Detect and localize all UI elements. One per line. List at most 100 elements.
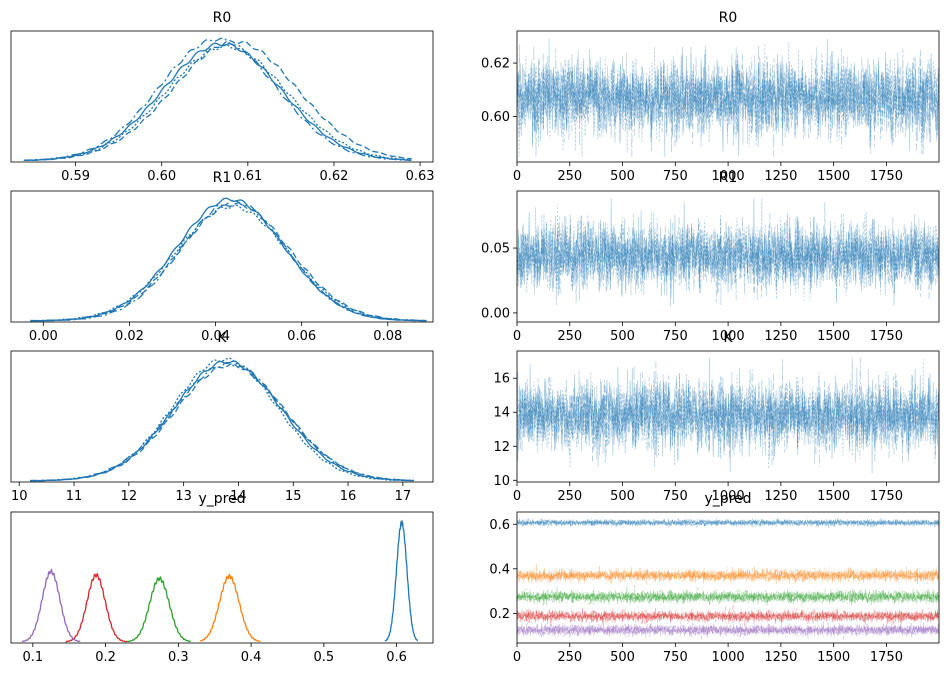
ypred-trace-series-1-chain-0 xyxy=(517,517,939,528)
ypred-trace-series-5-chain-0 xyxy=(517,621,939,638)
r1-density-xtick-label-2: 0.04 xyxy=(201,329,230,344)
r1-density-panel: 0.00 0.02 0.04 0.06 0.08 R1 xyxy=(10,170,434,344)
k-trace-xtick-label-5: 1250 xyxy=(764,489,797,504)
ypred-trace-series-3-chain-1 xyxy=(517,587,939,606)
k-density-xtick-label-5: 15 xyxy=(285,489,302,504)
r0-trace-series-1-chain-0 xyxy=(517,38,939,157)
k-trace-xtick-label-4: 1000 xyxy=(712,489,745,504)
r1-trace-xtick-label-1: 250 xyxy=(557,329,582,344)
ypred-trace-xtick-label-3: 750 xyxy=(663,650,688,665)
r1-density-xtick-label-0: 0.00 xyxy=(29,329,58,344)
ypred-trace-series-2-chain-3 xyxy=(517,565,939,586)
r1-trace-xtick-label-5: 1250 xyxy=(764,329,797,344)
ypred-trace-series-2-chain-1 xyxy=(517,563,939,584)
k-trace-ytick-label-3: 16 xyxy=(493,372,510,387)
ypred-trace-series-4-chain-0 xyxy=(517,608,939,626)
ypred-trace-xtick-label-5: 1250 xyxy=(764,650,797,665)
r0-trace-xtick-label-2: 500 xyxy=(610,169,635,184)
r0-density-xtick-label-2: 0.61 xyxy=(233,169,262,184)
r0-trace-plot-area xyxy=(517,38,939,157)
ypred-density-frame xyxy=(10,511,434,644)
r0-trace-series-1-chain-1 xyxy=(517,38,939,157)
ypred-trace-ytick-label-0: 0.2 xyxy=(489,607,510,622)
r1-density-plot-area xyxy=(30,197,427,322)
k-trace-series-1-chain-3 xyxy=(517,357,939,468)
r1-trace-xtick-label-6: 1500 xyxy=(817,329,850,344)
k-density-xtick-label-4: 14 xyxy=(230,489,247,504)
r0-trace-series-1-chain-3 xyxy=(517,44,939,157)
k-trace-title: K xyxy=(723,330,733,346)
ypred-trace-xtick-label-7: 1750 xyxy=(870,650,903,665)
r0-trace-title: R0 xyxy=(719,10,738,26)
r1-density-line-2 xyxy=(30,201,427,322)
r0-trace-ytick-label-1: 0.62 xyxy=(481,57,510,72)
k-trace-series-1-chain-2 xyxy=(517,359,939,469)
r1-trace-title: R1 xyxy=(719,170,738,186)
k-trace-xtick-label-1: 250 xyxy=(557,489,582,504)
r0-trace-panel: 0 250 500 750 1000 1250 1500 1750 0.60 0.62 R0 xyxy=(481,10,940,184)
r1-density-xtick-label-4: 0.08 xyxy=(373,329,402,344)
r1-density-frame xyxy=(10,190,434,323)
ypred-trace-series-1-chain-2 xyxy=(517,517,939,529)
ypred-density-line-3 xyxy=(127,575,191,643)
ypred-trace-series-4-chain-2 xyxy=(517,607,939,625)
r1-trace-series-1-chain-2 xyxy=(517,197,939,305)
ypred-density-xtick-label-1: 0.2 xyxy=(95,650,116,665)
k-density-plot-area xyxy=(30,357,414,482)
r1-density-line-3 xyxy=(30,204,427,322)
k-trace-series-1-chain-1 xyxy=(517,357,939,467)
ypred-trace-xtick-label-0: 0 xyxy=(513,650,521,665)
k-trace-series-1-chain-0 xyxy=(517,363,939,474)
ypred-trace-panel: 0 250 500 750 1000 1250 1500 1750 0.2 0.4 0.6 y_pre… xyxy=(489,491,940,665)
r1-trace-series-1-chain-0 xyxy=(517,197,939,306)
k-density-xtick-label-7: 17 xyxy=(395,489,412,504)
k-density-xtick-label-6: 16 xyxy=(340,489,357,504)
k-trace-ytick-label-2: 14 xyxy=(493,406,510,421)
r0-trace-series-1-chain-2 xyxy=(517,42,939,157)
r1-density-line-1 xyxy=(30,197,427,322)
r1-density-line-4 xyxy=(30,199,427,322)
k-density-xtick-label-1: 11 xyxy=(66,489,83,504)
r0-density-line-2 xyxy=(23,39,412,162)
r1-trace-series-1-chain-1 xyxy=(517,202,939,307)
r0-trace-xtick-label-7: 1750 xyxy=(870,169,903,184)
k-trace-xtick-label-2: 500 xyxy=(610,489,635,504)
r1-trace-panel: 0 250 500 750 1000 1250 1500 1750 0.00 0.05 R1 xyxy=(481,170,940,344)
r1-density-xtick-label-3: 0.06 xyxy=(287,329,316,344)
r0-density-plot-area xyxy=(23,37,412,162)
ypred-trace-series-2-chain-0 xyxy=(517,565,939,585)
r0-trace-xtick-label-3: 750 xyxy=(663,169,688,184)
ypred-trace-title: y_pred xyxy=(704,491,751,507)
r0-trace-xtick-label-5: 1250 xyxy=(764,169,797,184)
r0-density-xtick-label-1: 0.60 xyxy=(147,169,176,184)
r0-trace-xtick-label-6: 1500 xyxy=(817,169,850,184)
k-trace-xtick-label-6: 1500 xyxy=(817,489,850,504)
ypred-density-xtick-label-2: 0.3 xyxy=(168,650,189,665)
k-density-title: K xyxy=(217,330,227,346)
r1-density-title: R1 xyxy=(213,170,232,186)
r1-trace-xtick-label-3: 750 xyxy=(663,329,688,344)
ypred-trace-series-1-chain-1 xyxy=(517,517,939,528)
ypred-trace-xtick-label-6: 1500 xyxy=(817,650,850,665)
r0-density-line-1 xyxy=(23,42,412,162)
r1-trace-plot-area xyxy=(517,197,939,307)
r0-trace-xtick-label-0: 0 xyxy=(513,169,521,184)
r1-trace-xtick-label-2: 500 xyxy=(610,329,635,344)
k-trace-xtick-label-3: 750 xyxy=(663,489,688,504)
k-density-line-1 xyxy=(30,360,414,482)
ypred-density-xtick-label-3: 0.4 xyxy=(241,650,262,665)
ypred-trace-series-5-chain-3 xyxy=(517,621,939,639)
ypred-density-xtick-label-5: 0.6 xyxy=(386,650,407,665)
ypred-density-panel: 0.1 0.2 0.3 0.4 0.5 0.6 y_pred xyxy=(10,491,434,665)
ypred-trace-series-3-chain-0 xyxy=(517,586,939,606)
k-trace-ytick-label-1: 12 xyxy=(493,440,510,455)
r0-density-line-4 xyxy=(23,37,412,161)
ypred-trace-series-2-chain-2 xyxy=(517,566,939,586)
r0-trace-ytick-label-0: 0.60 xyxy=(481,110,510,125)
r1-trace-ytick-label-1: 0.05 xyxy=(481,242,510,257)
ypred-trace-xtick-label-2: 500 xyxy=(610,650,635,665)
r0-density-panel: 0.59 0.60 0.61 0.62 0.63 R0 xyxy=(10,10,435,184)
k-density-frame xyxy=(10,350,434,483)
k-density-xtick-label-2: 12 xyxy=(121,489,138,504)
